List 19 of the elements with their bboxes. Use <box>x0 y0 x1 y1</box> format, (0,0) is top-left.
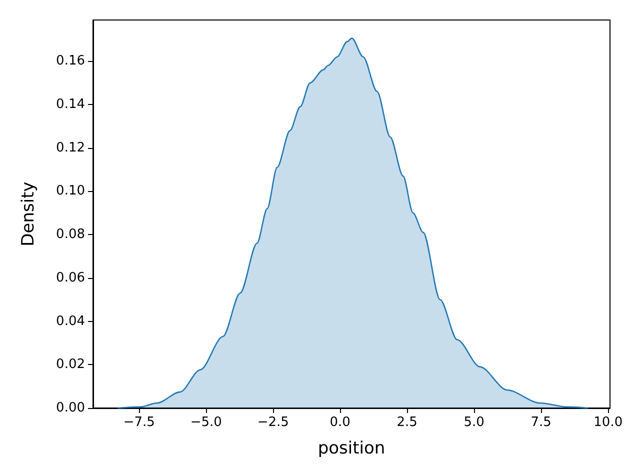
y-tick-label: 0.02 <box>56 357 85 372</box>
x-tick-label: −7.5 <box>123 415 155 430</box>
y-tick-label: 0.04 <box>56 314 85 329</box>
y-tick-label: 0.12 <box>56 140 85 156</box>
y-tick-label: 0.00 <box>56 400 85 416</box>
y-tick-label: 0.08 <box>56 227 85 242</box>
x-tick-label: 10.0 <box>594 415 623 430</box>
x-tick-label: −2.5 <box>257 415 289 430</box>
x-tick-label: 5.0 <box>464 415 484 430</box>
y-tick-label: 0.16 <box>56 54 85 69</box>
x-axis-title: position <box>318 438 386 458</box>
y-axis-title: Density <box>18 182 38 246</box>
x-tick-label: −5.0 <box>190 415 222 430</box>
y-tick-label: 0.14 <box>56 97 85 112</box>
x-tick-label: 7.5 <box>530 415 552 430</box>
x-tick-label: 2.5 <box>396 415 418 430</box>
y-tick-label: 0.06 <box>56 270 85 286</box>
x-tick-label: 0.0 <box>330 415 350 430</box>
y-tick-label: 0.10 <box>56 184 85 199</box>
